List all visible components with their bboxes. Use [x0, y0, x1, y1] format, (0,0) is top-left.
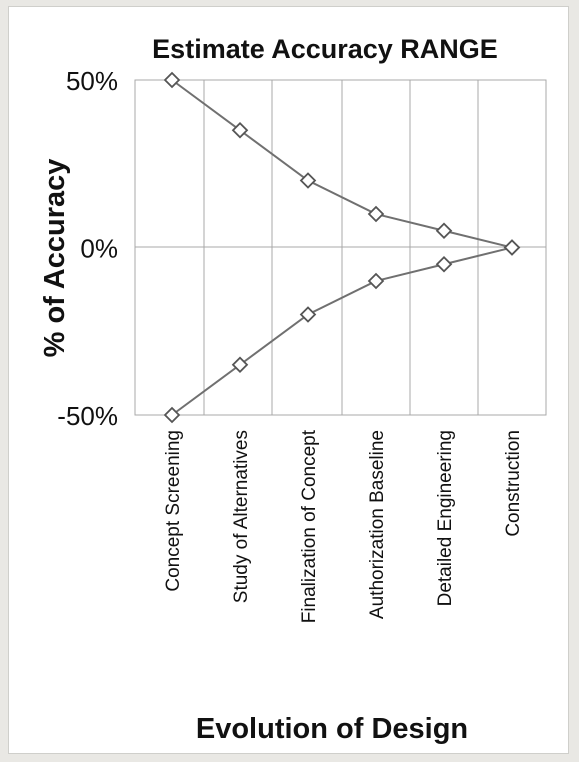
- x-tick-label-5: Detailed Engineering: [435, 430, 456, 606]
- x-tick-label-2: Study of Alternatives: [231, 430, 252, 603]
- data-point-s2-4: [367, 272, 385, 290]
- chart-title: Estimate Accuracy RANGE: [152, 34, 498, 64]
- y-tick-labels: 50% 0% -50%: [57, 66, 118, 431]
- data-point-s2-2: [231, 356, 249, 374]
- x-tick-label-4: Authorization Baseline: [367, 430, 388, 619]
- data-point-s1-5: [435, 222, 453, 240]
- y-tick-label-2: 0%: [80, 234, 118, 264]
- data-point-s1-3: [299, 172, 317, 189]
- y-tick-label-3: -50%: [57, 401, 118, 431]
- x-tick-label-6: Construction: [503, 430, 524, 537]
- x-tick-labels: Concept Screening Study of Alternatives Fi…: [163, 429, 524, 623]
- x-tick-label-3: Finalization of Concept: [299, 429, 320, 623]
- series-layer: [163, 71, 521, 424]
- x-tick-label-1: Concept Screening: [163, 430, 184, 592]
- data-point-s2-6: [503, 239, 521, 256]
- x-axis-title: Evolution of Design: [196, 713, 468, 745]
- series-line-2: [171, 246, 513, 416]
- y-tick-label-1: 50%: [66, 66, 118, 96]
- figure-frame: [8, 6, 569, 754]
- data-point-s2-5: [435, 255, 453, 273]
- data-point-s1-1: [163, 71, 181, 89]
- data-point-s1-2: [231, 121, 249, 139]
- series-line-1: [171, 79, 513, 249]
- data-point-s1-4: [367, 205, 385, 223]
- data-point-s2-1: [163, 406, 181, 424]
- y-axis-title: % of Accuracy: [39, 159, 71, 358]
- data-point-s2-3: [299, 306, 317, 323]
